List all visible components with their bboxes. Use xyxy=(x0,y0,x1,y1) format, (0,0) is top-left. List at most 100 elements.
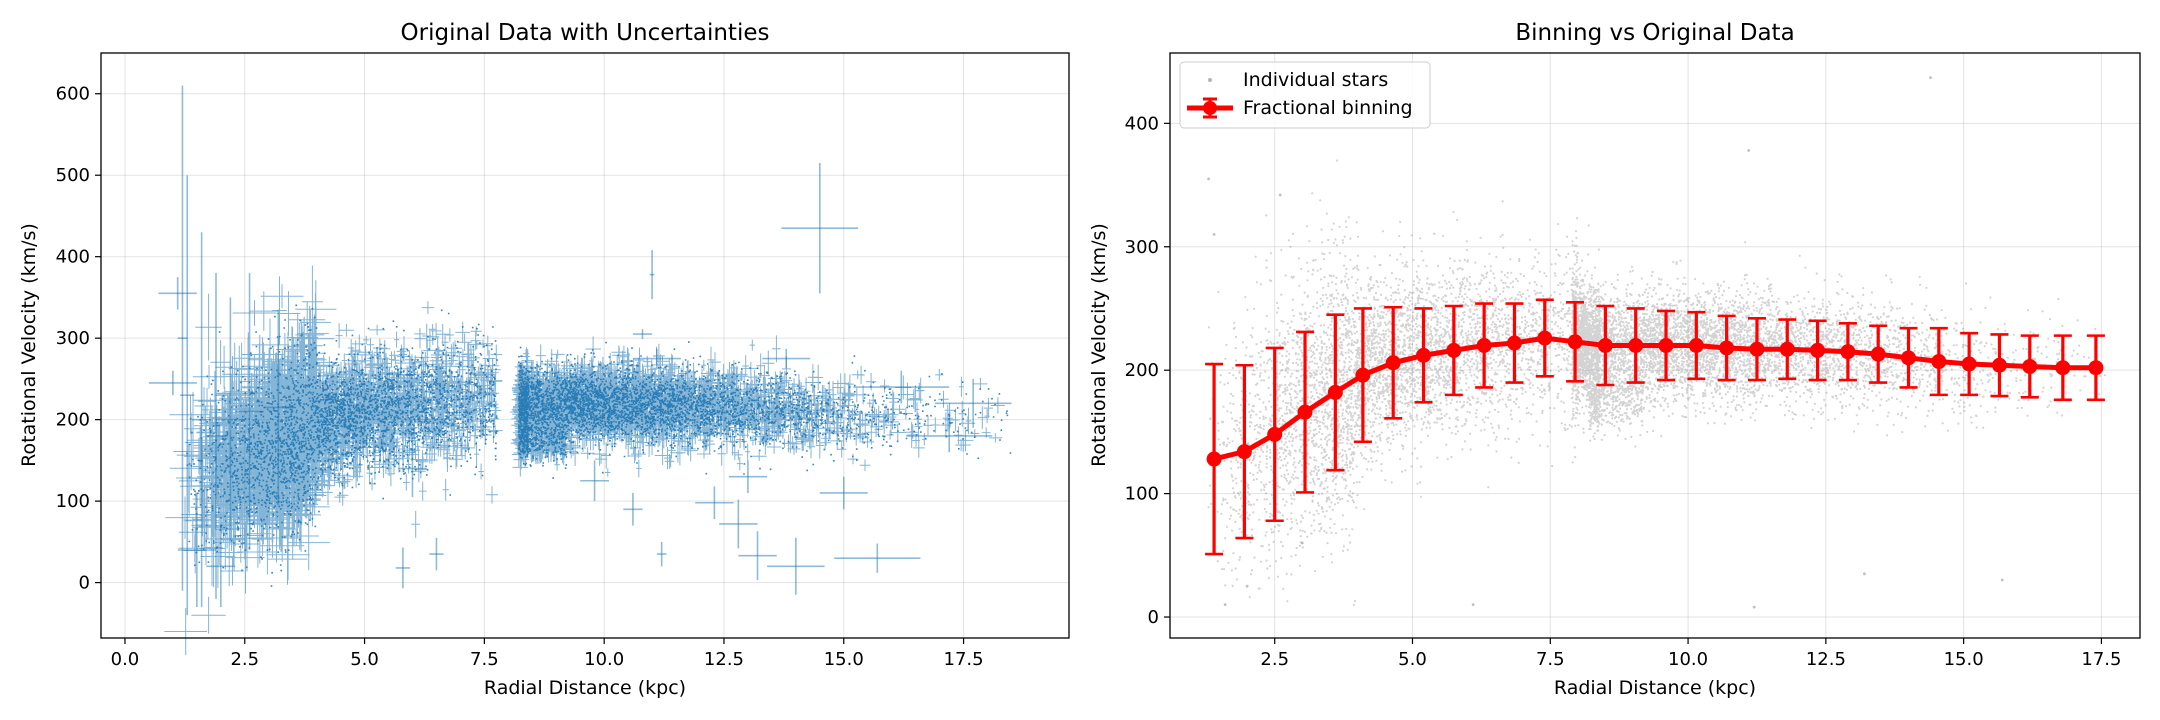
legend: Individual stars Fractional binning xyxy=(1179,61,1431,129)
errorbar-point-25 xyxy=(395,547,411,589)
x-tick-label: 12.5 xyxy=(704,649,744,670)
x-tick-label: 5.0 xyxy=(1398,649,1427,670)
bin-point-4 xyxy=(1327,384,1343,400)
bin-point-28 xyxy=(2055,360,2071,376)
left-errorbars xyxy=(148,85,1012,616)
left-chart-title: Original Data with Uncertainties xyxy=(401,20,770,46)
bin-point-19 xyxy=(1779,341,1795,357)
y-tick-label: 600 xyxy=(56,84,90,105)
bin-point-17 xyxy=(1719,340,1735,356)
bin-point-9 xyxy=(1476,338,1492,353)
left-ticks: 0.0 2.5 5.0 7.5 10.0 12.5 15.0 17.5 0 100 200 300 40… xyxy=(56,84,984,670)
y-tick-label: 200 xyxy=(56,410,90,431)
errorbar-point-9 xyxy=(177,492,217,608)
errorbar-point-30 xyxy=(819,476,868,510)
bin-point-6 xyxy=(1385,355,1401,371)
errorbar-point-22 xyxy=(934,378,1012,428)
errorbar-point-7 xyxy=(158,277,197,310)
legend-label-fractional-binning: Fractional binning xyxy=(1243,97,1413,119)
left-star-cloud xyxy=(164,265,1012,655)
y-tick-label: 100 xyxy=(1125,484,1159,505)
individual-star-point xyxy=(1752,605,1756,609)
x-tick-label: 10.0 xyxy=(584,649,624,670)
right-chart-title: Binning vs Original Data xyxy=(1515,20,1794,46)
bin-point-13 xyxy=(1597,338,1613,353)
x-tick-label: 17.5 xyxy=(2081,649,2121,670)
errorbar-point-0 xyxy=(177,85,188,591)
errorbar-point-18 xyxy=(695,486,734,520)
errorbar-point-10 xyxy=(206,525,236,608)
y-tick-label: 400 xyxy=(56,247,90,268)
bin-point-20 xyxy=(1810,342,1826,358)
errorbar-point-3 xyxy=(206,272,226,599)
right-marks xyxy=(1205,298,2105,556)
individual-star-point xyxy=(1471,603,1475,607)
y-tick-label: 300 xyxy=(56,328,90,349)
right-axes-frame xyxy=(1169,52,2141,639)
x-tick-label: 2.5 xyxy=(230,649,259,670)
bin-point-18 xyxy=(1749,341,1765,357)
errorbar-point-28 xyxy=(623,492,643,526)
y-tick-label: 500 xyxy=(56,165,90,186)
x-tick-label: 0.0 xyxy=(111,649,140,670)
y-tick-label: 200 xyxy=(1125,360,1159,381)
bin-point-8 xyxy=(1446,342,1462,358)
errorbar-point-8 xyxy=(148,370,197,396)
individual-star-point xyxy=(1747,149,1751,152)
errorbar-point-15 xyxy=(767,537,825,595)
bin-point-7 xyxy=(1416,347,1432,363)
bin-point-1 xyxy=(1236,444,1252,460)
errorbar-point-16 xyxy=(738,531,777,581)
right-x-axis-label: Radial Distance (kpc) xyxy=(1554,677,1756,699)
bin-point-11 xyxy=(1537,330,1553,346)
bin-point-3 xyxy=(1297,404,1313,420)
bin-point-26 xyxy=(1991,357,2007,373)
right-chart: Binning vs Original Data 2.5 5.0 7.5 10.0 12… xyxy=(1088,20,2141,699)
x-tick-label: 2.5 xyxy=(1260,649,1289,670)
legend-label-individual-stars: Individual stars xyxy=(1243,69,1388,91)
errorbar-point-11 xyxy=(649,250,655,300)
x-tick-label: 12.5 xyxy=(1806,649,1846,670)
left-chart: Original Data with Uncertainties 0.0 2.5 5… xyxy=(18,20,1070,699)
individual-star-point xyxy=(1300,541,1304,545)
individual-star-point xyxy=(1245,584,1249,588)
bin-point-24 xyxy=(1931,354,1947,370)
y-tick-label: 400 xyxy=(1125,113,1159,134)
bin-point-12 xyxy=(1567,334,1583,350)
errorbar-point-21 xyxy=(762,348,811,369)
individual-star-point xyxy=(1212,233,1216,236)
individual-star-point xyxy=(1207,177,1210,181)
individual-star-point xyxy=(2000,578,2004,582)
errorbar-point-14 xyxy=(834,543,921,573)
bin-point-27 xyxy=(2022,358,2038,374)
bin-point-2 xyxy=(1267,426,1283,442)
x-tick-label: 15.0 xyxy=(1944,649,1984,670)
individual-star-point xyxy=(1223,603,1227,607)
bin-point-15 xyxy=(1658,338,1674,353)
errorbar-point-4 xyxy=(216,297,245,542)
errorbar-point-17 xyxy=(719,499,758,549)
bin-point-5 xyxy=(1355,367,1371,383)
errorbar-point-6 xyxy=(263,309,293,506)
individual-star-point xyxy=(1863,572,1866,576)
legend-marker-fractional-binning xyxy=(1203,101,1217,115)
bin-point-16 xyxy=(1688,338,1704,353)
x-tick-label: 10.0 xyxy=(1668,649,1708,670)
bin-point-25 xyxy=(1961,356,1977,372)
bin-point-0 xyxy=(1206,451,1222,467)
legend-marker-individual-stars xyxy=(1208,78,1212,82)
individual-star-point xyxy=(1278,193,1282,197)
bin-point-29 xyxy=(2088,360,2104,376)
y-tick-label: 0 xyxy=(1148,607,1159,628)
errorbar-point-20 xyxy=(632,348,681,369)
errorbar-point-24 xyxy=(853,370,950,404)
errorbar-point-27 xyxy=(398,440,427,498)
right-star-cloud xyxy=(1207,76,2107,609)
errorbar-point-19 xyxy=(656,541,667,567)
x-tick-label: 7.5 xyxy=(1536,649,1565,670)
errorbar-point-12 xyxy=(632,329,653,339)
individual-stars-cloud xyxy=(1207,159,2107,607)
errorbar-point-26 xyxy=(429,537,444,571)
